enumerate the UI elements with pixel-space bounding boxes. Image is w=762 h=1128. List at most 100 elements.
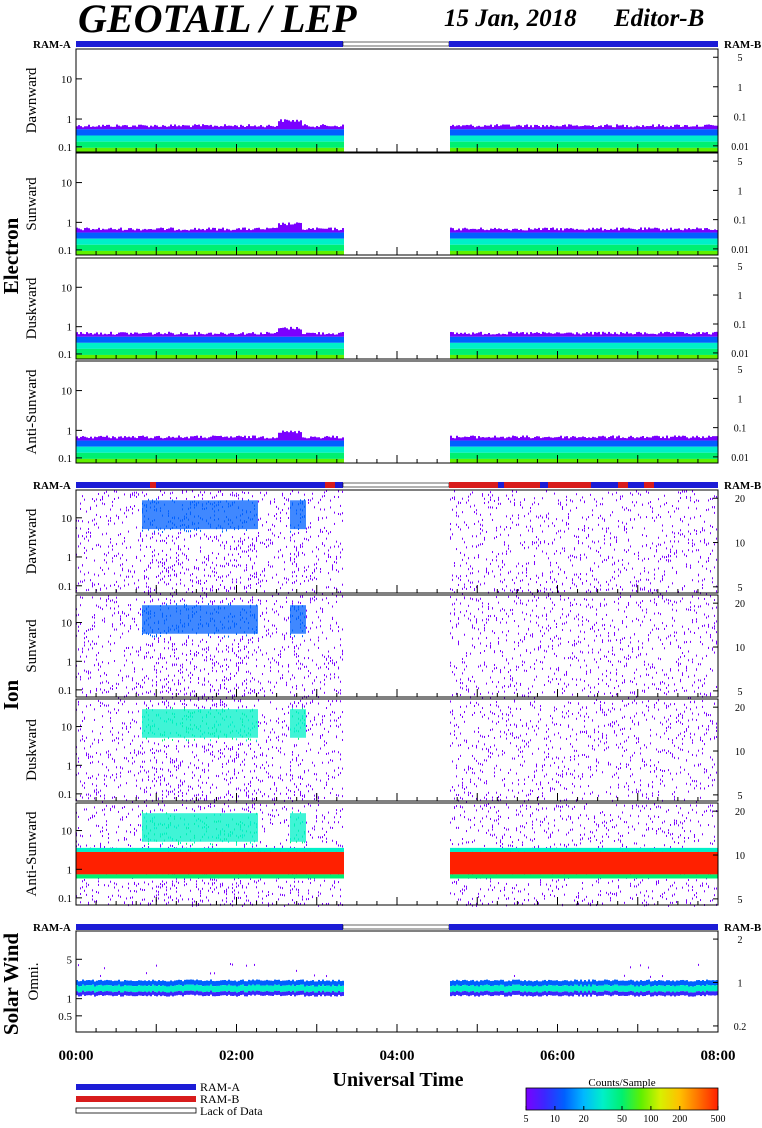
ram-bar-electron [76,41,718,47]
right-tick-label: 5 [738,157,743,168]
right-tick-label: 1 [738,394,743,405]
left-tick-label: 0.1 [58,349,72,361]
colorbar-tick-label: 200 [672,1114,687,1125]
ram-bar-solar-wind [76,924,718,930]
right-tick-label: 5 [738,895,743,906]
figure-editor: Editor-B [613,5,704,32]
right-tick-label: 0.01 [731,349,749,360]
panel-electron-sunward: Sunward 10 1 0.1 5 1 0.1 0.01 [24,152,749,257]
x-tick-label: 02:00 [219,1048,254,1064]
panel-solar-wind-omni: Omni. 5 1 0.5 2 1 0.2 [26,930,747,1033]
legend-label-ram-b: RAM-B [200,1092,239,1106]
right-tick-label: 1 [738,979,743,990]
right-tick-label: 2 [738,935,743,946]
left-tick-label: 10 [61,386,73,398]
ram-b-label-ion: RAM-B [724,480,762,492]
x-axis-title: Universal Time [333,1069,464,1091]
right-tick-label: 0.1 [734,320,747,331]
ram-bar-ion [76,482,718,488]
legend-swatch-ram-a [76,1084,196,1090]
right-tick-label: 0.1 [734,112,747,123]
right-tick-label: 5 [738,687,743,698]
panels-group: Dawnward 10 1 0.1 5 1 0.1 0.01 Sunward 10 1 0.1 5 1 0.… [24,48,749,1033]
right-tick-label: 20 [735,599,745,610]
right-tick-label: 20 [735,807,745,818]
x-tick-label: 00:00 [59,1048,94,1064]
colorbar-tick-label: 50 [617,1114,627,1125]
right-tick-label: 0.1 [734,216,747,227]
colorbar-title: Counts/Sample [588,1077,655,1089]
panel-ion-sunward: Sunward 10 1 0.1 20 10 5 [24,594,745,699]
colorbar-tick-label: 20 [579,1114,589,1125]
left-tick-label: 10 [61,178,73,190]
left-tick-label: 10 [61,513,73,525]
panel-label: Duskward [24,277,40,339]
ram-a-label-electron: RAM-A [33,39,71,51]
right-tick-label: 10 [735,539,745,550]
left-tick-label: 10 [61,282,73,294]
right-tick-label: 5 [738,583,743,594]
left-tick-label: 0.1 [58,685,72,697]
ram-legend: RAM-A RAM-B Lack of Data [75,1080,263,1118]
colorbar-ticks: 5 10 20 50 100 200 500 [524,1106,726,1125]
left-tick-label: 10 [61,722,73,734]
figure-date: 15 Jan, 2018 [444,5,577,32]
ram-a-label-ion: RAM-A [33,480,71,492]
right-tick-label: 0.01 [731,453,749,464]
colorbar-tick-label: 10 [550,1114,560,1125]
panel-label: Anti-Sunward [24,369,40,454]
left-tick-label: 10 [61,618,73,630]
left-tick-label: 0.1 [58,245,72,257]
left-tick-label: 1 [67,217,73,229]
x-axis-ticks: 00:00 02:00 04:00 06:00 08:00 [59,1048,736,1064]
panel-electron-anti-sunward: Anti-Sunward 10 1 0.1 5 1 0.1 0.01 [24,360,749,465]
panel-label: Sunward [24,177,40,231]
group-label-solar-wind: Solar Wind [0,933,23,1035]
panel-electron-dawnward: Dawnward 10 1 0.1 5 1 0.1 0.01 [24,48,749,154]
right-tick-label: 1 [738,186,743,197]
left-tick-label: 1 [67,425,73,437]
left-tick-label: 1 [67,760,73,772]
ram-b-label-electron: RAM-B [724,39,762,51]
panel-label: Duskward [24,719,40,781]
right-tick-label: 0.1 [734,424,747,435]
colorbar-tick-label: 500 [711,1114,726,1125]
right-tick-label: 0.01 [731,245,749,256]
panel-label: Dawnward [24,508,40,574]
x-tick-label: 04:00 [380,1048,415,1064]
left-tick-label: 1 [67,552,73,564]
right-tick-label: 1 [738,83,743,94]
right-tick-label: 20 [735,494,745,505]
right-tick-label: 10 [735,851,745,862]
right-tick-label: 20 [735,703,745,714]
left-tick-label: 10 [61,826,73,838]
colorbar-tick-label: 100 [643,1114,658,1125]
right-tick-label: 5 [738,365,743,376]
right-tick-label: 10 [735,643,745,654]
x-tick-label: 06:00 [540,1048,575,1064]
right-tick-label: 0.2 [734,1022,747,1033]
ram-a-label-sw: RAM-A [33,922,71,934]
left-tick-label: 0.1 [58,142,72,154]
panel-electron-duskward: Duskward 10 1 0.1 5 1 0.1 0.01 [24,257,749,361]
left-tick-label: 1 [67,656,73,668]
right-tick-label: 10 [735,747,745,758]
legend-label-ram-a: RAM-A [200,1080,240,1094]
colorbar-tick-label: 5 [524,1114,529,1125]
panel-ion-duskward: Duskward 10 1 0.1 20 10 5 [24,698,745,803]
panel-label: Omni. [26,963,42,1001]
panel-label: Dawnward [24,67,40,133]
right-tick-label: 5 [738,791,743,802]
right-tick-label: 5 [738,262,743,273]
x-tick-label: 08:00 [701,1048,736,1064]
left-tick-label: 0.5 [58,1011,72,1023]
left-tick-label: 1 [67,994,73,1006]
group-label-ion: Ion [0,680,23,711]
left-tick-label: 10 [61,74,73,86]
panel-label: Anti-Sunward [24,811,40,896]
legend-swatch-ram-b [76,1096,196,1102]
left-tick-label: 0.1 [58,453,72,465]
left-tick-label: 0.1 [58,581,72,593]
right-tick-label: 0.01 [731,142,749,153]
